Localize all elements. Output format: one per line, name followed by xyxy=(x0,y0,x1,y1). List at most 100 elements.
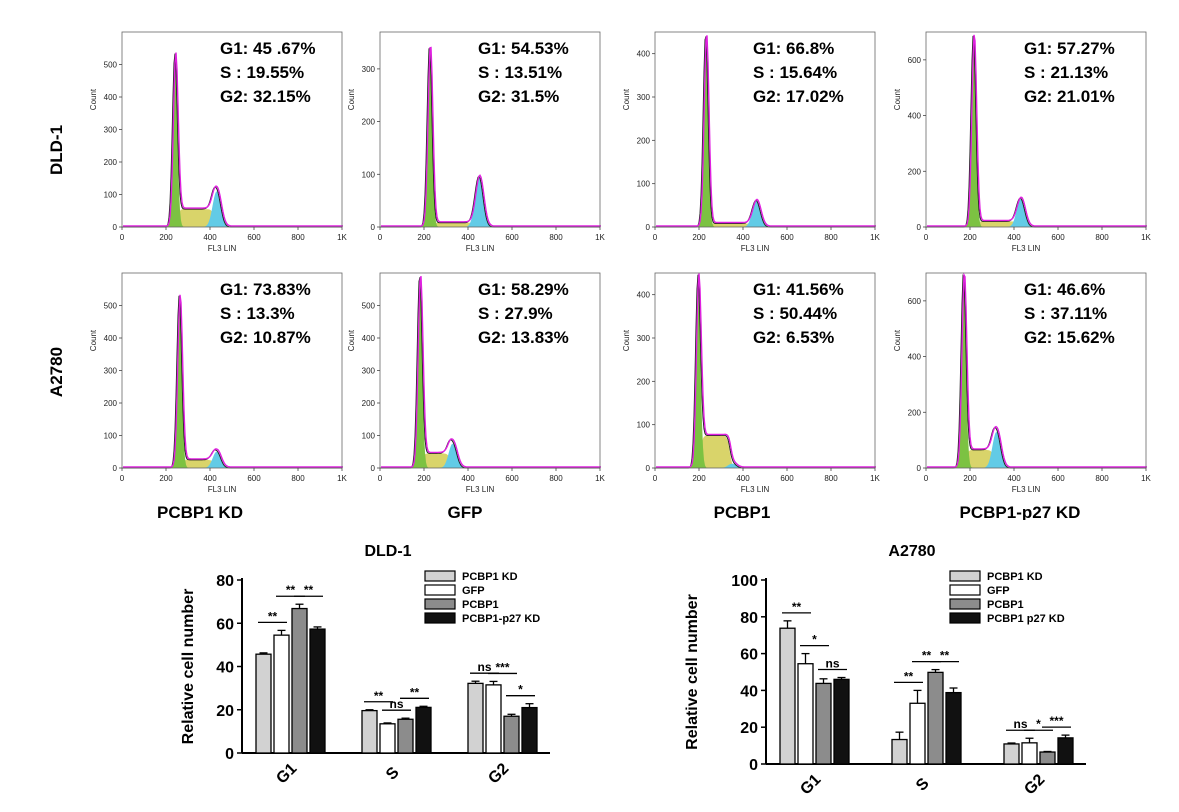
histogram-y-axis-label: Count xyxy=(89,88,98,110)
bar-chart-y-tick-label: 100 xyxy=(731,573,758,590)
histogram-x-tick-label: 200 xyxy=(692,233,706,242)
histogram-fit-line xyxy=(123,294,343,468)
histogram-x-axis-label: FL3 LIN xyxy=(1012,244,1041,253)
g2-percentage: G2: 17.02% xyxy=(753,87,844,106)
g1-percentage: G1: 66.8% xyxy=(753,39,834,58)
histogram-frame xyxy=(654,272,876,469)
histogram-y-tick-label: 200 xyxy=(637,377,651,386)
legend-swatch xyxy=(424,584,456,596)
bar-PCBP1 KD-G1 xyxy=(255,653,272,754)
histogram-x-tick-label: 800 xyxy=(549,233,563,242)
histogram-y-tick-label: 400 xyxy=(637,50,651,59)
histogram-x-tick-label: 600 xyxy=(1051,233,1065,242)
histogram-s-phase-area xyxy=(655,435,875,468)
histogram-y-tick-label: 300 xyxy=(362,65,376,74)
column-label-1: GFP xyxy=(448,503,483,520)
histogram-y-tick-label: 300 xyxy=(362,367,376,376)
histogram-fit-line xyxy=(381,276,601,468)
histogram-x-tick-label: 0 xyxy=(653,474,658,483)
histogram-g1-area xyxy=(122,55,342,227)
bar-PCBP1 KD-G2 xyxy=(467,682,484,754)
bar-PCBP1 p27 KD-G1 xyxy=(833,678,850,765)
legend-label: PCBP1 xyxy=(987,599,1024,611)
histogram-frame xyxy=(925,31,1147,228)
column-label-0: PCBP1 KD xyxy=(157,503,243,520)
histogram-x-tick-label: 400 xyxy=(461,474,475,483)
s-percentage: S : 13.51% xyxy=(478,63,562,82)
g2-percentage: G2: 13.83% xyxy=(478,328,569,347)
histogram-x-tick-label: 600 xyxy=(780,233,794,242)
histogram-x-tick-label: 1K xyxy=(1141,474,1151,483)
bar-GFP-S xyxy=(379,723,396,754)
histogram-y-tick-label: 300 xyxy=(104,126,118,135)
bar-PCBP1 KD-G2 xyxy=(1003,743,1020,765)
row-label-dld1: DLD-1 xyxy=(47,125,66,175)
histogram-y-tick-label: 400 xyxy=(908,112,922,121)
histogram-panel-6: 0 100 200 300 400 0 200 400 600 800 1K FL3 LIN Count… xyxy=(622,272,881,494)
significance-label: * xyxy=(1036,717,1041,731)
histogram-x-axis-label: FL3 LIN xyxy=(466,244,495,253)
bar-chart-category-label: G2 xyxy=(1021,771,1048,798)
significance-label: ns xyxy=(825,657,839,671)
g1-percentage: G1: 45 .67% xyxy=(220,39,315,58)
legend-label: PCBP1-p27 KD xyxy=(462,613,540,625)
bar-PCBP1 KD-S xyxy=(891,738,908,765)
histogram-frame xyxy=(925,272,1147,469)
histogram-s-phase-area xyxy=(926,221,1146,227)
bar-PCBP1-p27 KD-S xyxy=(415,706,432,754)
bar-chart-category-label: G1 xyxy=(273,760,300,787)
legend-swatch xyxy=(424,612,456,624)
significance-label: ** xyxy=(304,583,314,597)
histogram-x-tick-label: 800 xyxy=(549,474,563,483)
legend-swatch xyxy=(949,570,981,582)
histogram-x-tick-label: 400 xyxy=(203,233,217,242)
s-percentage: S : 15.64% xyxy=(753,63,837,82)
significance-label: ** xyxy=(904,669,914,683)
g1-percentage: G1: 73.83% xyxy=(220,280,311,299)
significance-label: *** xyxy=(1049,714,1063,728)
g1-percentage: G1: 54.53% xyxy=(478,39,569,58)
histogram-x-tick-label: 200 xyxy=(159,233,173,242)
bar-PCBP1-S xyxy=(397,718,414,754)
histogram-y-tick-label: 400 xyxy=(104,93,118,102)
histogram-x-axis-label: FL3 LIN xyxy=(208,485,237,494)
histogram-x-axis-label: FL3 LIN xyxy=(208,244,237,253)
s-percentage: S : 37.11% xyxy=(1024,304,1107,323)
histogram-y-axis-label: Count xyxy=(893,88,902,110)
significance-label: ** xyxy=(410,685,420,699)
g1-percentage: G1: 41.56% xyxy=(753,280,844,299)
row-label-a2780: A2780 xyxy=(47,347,66,397)
histogram-panel-2: 0 100 200 300 400 0 200 400 600 800 1K FL3 LIN Count… xyxy=(622,31,881,253)
histogram-y-axis-label: Count xyxy=(622,329,631,351)
histogram-y-tick-label: 0 xyxy=(646,464,651,473)
significance-label: ** xyxy=(374,689,384,703)
s-percentage: S : 21.13% xyxy=(1024,63,1108,82)
histogram-y-tick-label: 300 xyxy=(104,367,118,376)
bar-chart-y-label: Relative cell number xyxy=(684,594,701,750)
histogram-y-tick-label: 0 xyxy=(646,223,651,232)
g1-percentage: G1: 57.27% xyxy=(1024,39,1115,58)
significance-label: ns xyxy=(389,697,403,711)
histogram-x-tick-label: 800 xyxy=(1095,233,1109,242)
histogram-x-tick-label: 0 xyxy=(120,233,125,242)
histogram-x-tick-label: 200 xyxy=(417,233,431,242)
bar-GFP-S xyxy=(909,702,926,765)
column-label-3: PCBP1-p27 KD xyxy=(960,503,1081,520)
legend-label: PCBP1 xyxy=(462,599,499,611)
bar-PCBP1 p27 KD-S xyxy=(945,691,962,765)
histogram-y-tick-label: 400 xyxy=(362,334,376,343)
bar-PCBP1 KD-S xyxy=(361,709,378,754)
histogram-x-tick-label: 1K xyxy=(595,474,605,483)
histogram-frame xyxy=(379,31,601,228)
histogram-x-tick-label: 0 xyxy=(924,233,929,242)
histogram-x-tick-label: 0 xyxy=(378,474,383,483)
bar-PCBP1-G1 xyxy=(815,682,832,765)
histogram-y-tick-label: 0 xyxy=(113,223,118,232)
histogram-x-tick-label: 400 xyxy=(1007,233,1021,242)
bar-PCBP1 p27 KD-G2 xyxy=(1057,737,1074,765)
significance-label: * xyxy=(812,633,817,647)
histogram-x-tick-label: 0 xyxy=(378,233,383,242)
bar-chart-category-label: G1 xyxy=(797,771,824,798)
histogram-y-tick-label: 0 xyxy=(113,464,118,473)
